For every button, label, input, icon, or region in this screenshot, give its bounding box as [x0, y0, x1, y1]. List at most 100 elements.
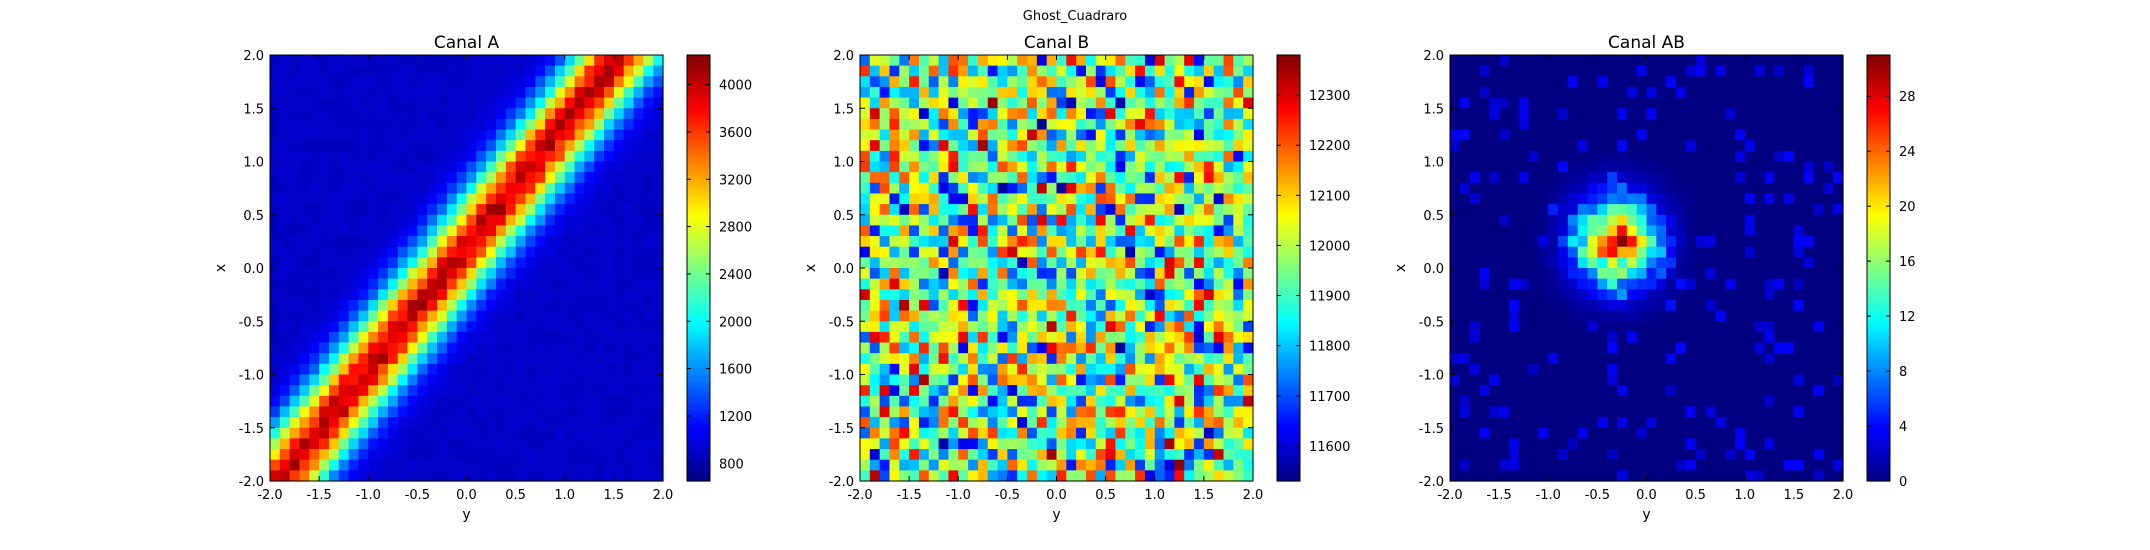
heatmap-cell: [1666, 459, 1677, 471]
heatmap-cell: [1007, 214, 1018, 226]
heatmap-cell: [1243, 299, 1254, 312]
heatmap-cell: [545, 86, 556, 99]
heatmap-cell: [1243, 363, 1254, 376]
heatmap-cell: [1577, 470, 1589, 482]
heatmap-cell: [1646, 438, 1657, 450]
heatmap-cell: [378, 225, 389, 237]
heatmap-cell: [427, 55, 438, 67]
heatmap-cell: [1056, 225, 1067, 237]
heatmap-cell: [358, 374, 369, 386]
heatmap-cell: [918, 129, 930, 141]
heatmap-cell: [270, 257, 281, 269]
heatmap-cell: [928, 214, 940, 226]
heatmap-cell: [1685, 427, 1697, 439]
heatmap-cell: [1095, 395, 1107, 408]
heatmap-cell: [505, 236, 517, 248]
heatmap-cell: [594, 214, 605, 226]
heatmap-cell: [594, 140, 605, 152]
heatmap-cell: [495, 427, 507, 439]
heatmap-cell: [623, 268, 635, 280]
heatmap-cell: [1164, 150, 1175, 163]
heatmap-cell: [1607, 214, 1618, 226]
heatmap-cell: [1666, 76, 1677, 88]
heatmap-cell: [633, 374, 644, 386]
heatmap-cell: [505, 65, 517, 77]
heatmap-cell: [889, 55, 900, 67]
heatmap-cell: [1115, 342, 1126, 354]
heatmap-cell: [319, 129, 330, 141]
heatmap-cell: [574, 150, 585, 163]
heatmap-cell: [368, 438, 379, 450]
heatmap-cell: [1085, 449, 1097, 461]
heatmap-cell: [633, 310, 644, 322]
heatmap-cell: [860, 268, 871, 280]
heatmap-cell: [387, 289, 399, 301]
heatmap-cell: [623, 395, 635, 408]
heatmap-cell: [1017, 299, 1028, 312]
heatmap-cell: [1607, 342, 1618, 354]
heatmap-cell: [1056, 299, 1067, 312]
colorbar-segment: [687, 189, 710, 195]
heatmap-cell: [869, 182, 881, 195]
colorbar-segment: [687, 108, 710, 113]
heatmap-cell: [1725, 299, 1736, 312]
heatmap-cell: [1007, 225, 1018, 237]
heatmap-cell: [918, 76, 930, 88]
heatmap-cell: [1685, 470, 1697, 482]
colorbar-segment: [687, 331, 710, 337]
heatmap-cell: [909, 246, 920, 258]
heatmap-cell: [909, 204, 920, 216]
heatmap-cell: [1617, 331, 1628, 344]
heatmap-cell: [1636, 86, 1648, 99]
heatmap-cell: [1243, 65, 1254, 77]
heatmap-cell: [505, 289, 517, 301]
heatmap-cell: [1203, 65, 1215, 77]
heatmap-cell: [1587, 236, 1598, 248]
heatmap-cell: [1144, 363, 1156, 376]
heatmap-cell: [289, 406, 301, 418]
heatmap-cell: [860, 140, 871, 152]
heatmap-cell: [1213, 449, 1225, 461]
heatmap-cell: [899, 182, 910, 195]
heatmap-cell: [1479, 108, 1490, 120]
heatmap-cell: [909, 278, 920, 290]
heatmap-cell: [1223, 310, 1234, 322]
heatmap-cell: [889, 310, 900, 322]
heatmap-cell: [958, 331, 969, 344]
heatmap-cell: [338, 470, 350, 482]
heatmap-cell: [1489, 140, 1500, 152]
heatmap-cell: [1577, 353, 1589, 365]
heatmap-cell: [1744, 310, 1756, 322]
heatmap-cell: [1164, 86, 1175, 99]
heatmap-cell: [446, 470, 458, 482]
heatmap-cell: [928, 289, 940, 301]
heatmap-cell: [368, 76, 379, 88]
heatmap-cell: [358, 342, 369, 354]
heatmap-cell: [1469, 449, 1481, 461]
heatmap-cell: [1656, 289, 1667, 301]
heatmap-cell: [604, 236, 615, 248]
colorbar-segment: [687, 72, 710, 77]
heatmap-cell: [574, 257, 585, 269]
heatmap-cell: [348, 449, 360, 461]
heatmap-cell: [1154, 449, 1166, 461]
heatmap-cell: [1567, 150, 1579, 163]
heatmap-cell: [1154, 140, 1166, 152]
heatmap-cell: [1744, 395, 1756, 408]
colorbar-segment: [1277, 292, 1300, 297]
heatmap-cell: [1135, 438, 1146, 450]
heatmap-cell: [604, 406, 615, 418]
heatmap-cell: [417, 321, 428, 333]
heatmap-cell: [1538, 438, 1549, 450]
colorbar-segment: [687, 211, 710, 216]
heatmap-cell: [909, 310, 920, 322]
heatmap-cell: [1577, 246, 1589, 258]
heatmap-cell: [554, 438, 566, 450]
heatmap-cell: [1548, 193, 1559, 205]
heatmap-cell: [279, 204, 291, 216]
heatmap-cell: [574, 427, 585, 439]
heatmap-cell: [1764, 353, 1775, 365]
heatmap-cell: [1125, 140, 1136, 152]
heatmap-cell: [427, 182, 438, 195]
heatmap-cell: [466, 470, 477, 482]
